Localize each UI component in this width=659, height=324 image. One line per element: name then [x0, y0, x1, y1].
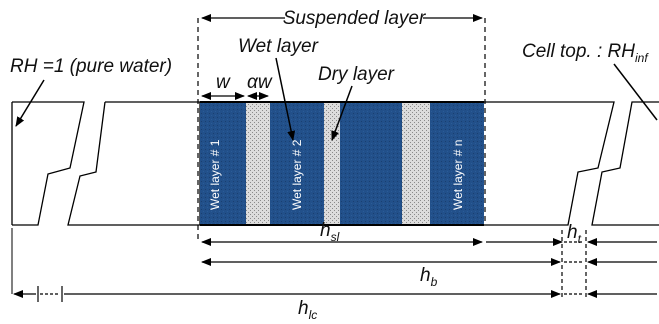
wet-layer-n-label: Wet layer # n	[451, 140, 465, 210]
wet-layer-2-label: Wet layer # 2	[290, 139, 304, 210]
h-b-sub: b	[431, 275, 438, 289]
right-break-segment	[591, 101, 659, 226]
cell-top-label: Cell top. : RHinf	[522, 41, 649, 65]
dry-layer-1	[246, 102, 270, 225]
rh-pure-water-label: RH =1 (pure water)	[10, 56, 172, 77]
left-break-segment	[67, 101, 201, 226]
right-channel-segment	[484, 101, 615, 226]
wet-layer-2	[270, 102, 324, 225]
h-t-main: h	[567, 222, 578, 243]
h-sl-label: hsl	[320, 220, 340, 244]
dry-layer-2	[324, 102, 340, 225]
wet-layer-n	[430, 102, 484, 225]
h-sl-sub: sl	[331, 230, 340, 244]
h-lc-main: h	[298, 298, 309, 319]
dry-layer-label: Dry layer	[318, 64, 395, 85]
w-label: w	[216, 72, 231, 93]
h-lc-label: hlc	[298, 298, 317, 322]
cell-top-pointer	[613, 63, 658, 121]
wet-layer-1-label: Wet layer # 1	[208, 139, 222, 210]
wet-layer-label: Wet layer	[238, 36, 319, 57]
left-channel-segment	[11, 101, 85, 226]
suspended-layer-label: Suspended layer	[283, 8, 426, 29]
cell-top-main: Cell top. : RH	[522, 41, 635, 62]
h-sl-main: h	[320, 220, 331, 241]
h-b-label: hb	[420, 265, 438, 289]
alpha-w-label: αw	[247, 72, 273, 93]
wet-layer-1	[200, 102, 246, 225]
suspended-layer-body	[200, 101, 484, 226]
h-b-main: h	[420, 265, 431, 286]
h-lc-sub: lc	[309, 308, 318, 322]
wet-layer-pointer	[275, 57, 296, 141]
dry-layer-pointer	[331, 85, 353, 141]
cell-top-sub: inf	[635, 51, 649, 65]
wet-layer-middle	[340, 102, 402, 225]
h-t-label: ht	[567, 222, 582, 246]
rh-left-pointer	[15, 79, 45, 127]
dry-layer-3	[402, 102, 430, 225]
h-t-sub: t	[578, 232, 582, 246]
